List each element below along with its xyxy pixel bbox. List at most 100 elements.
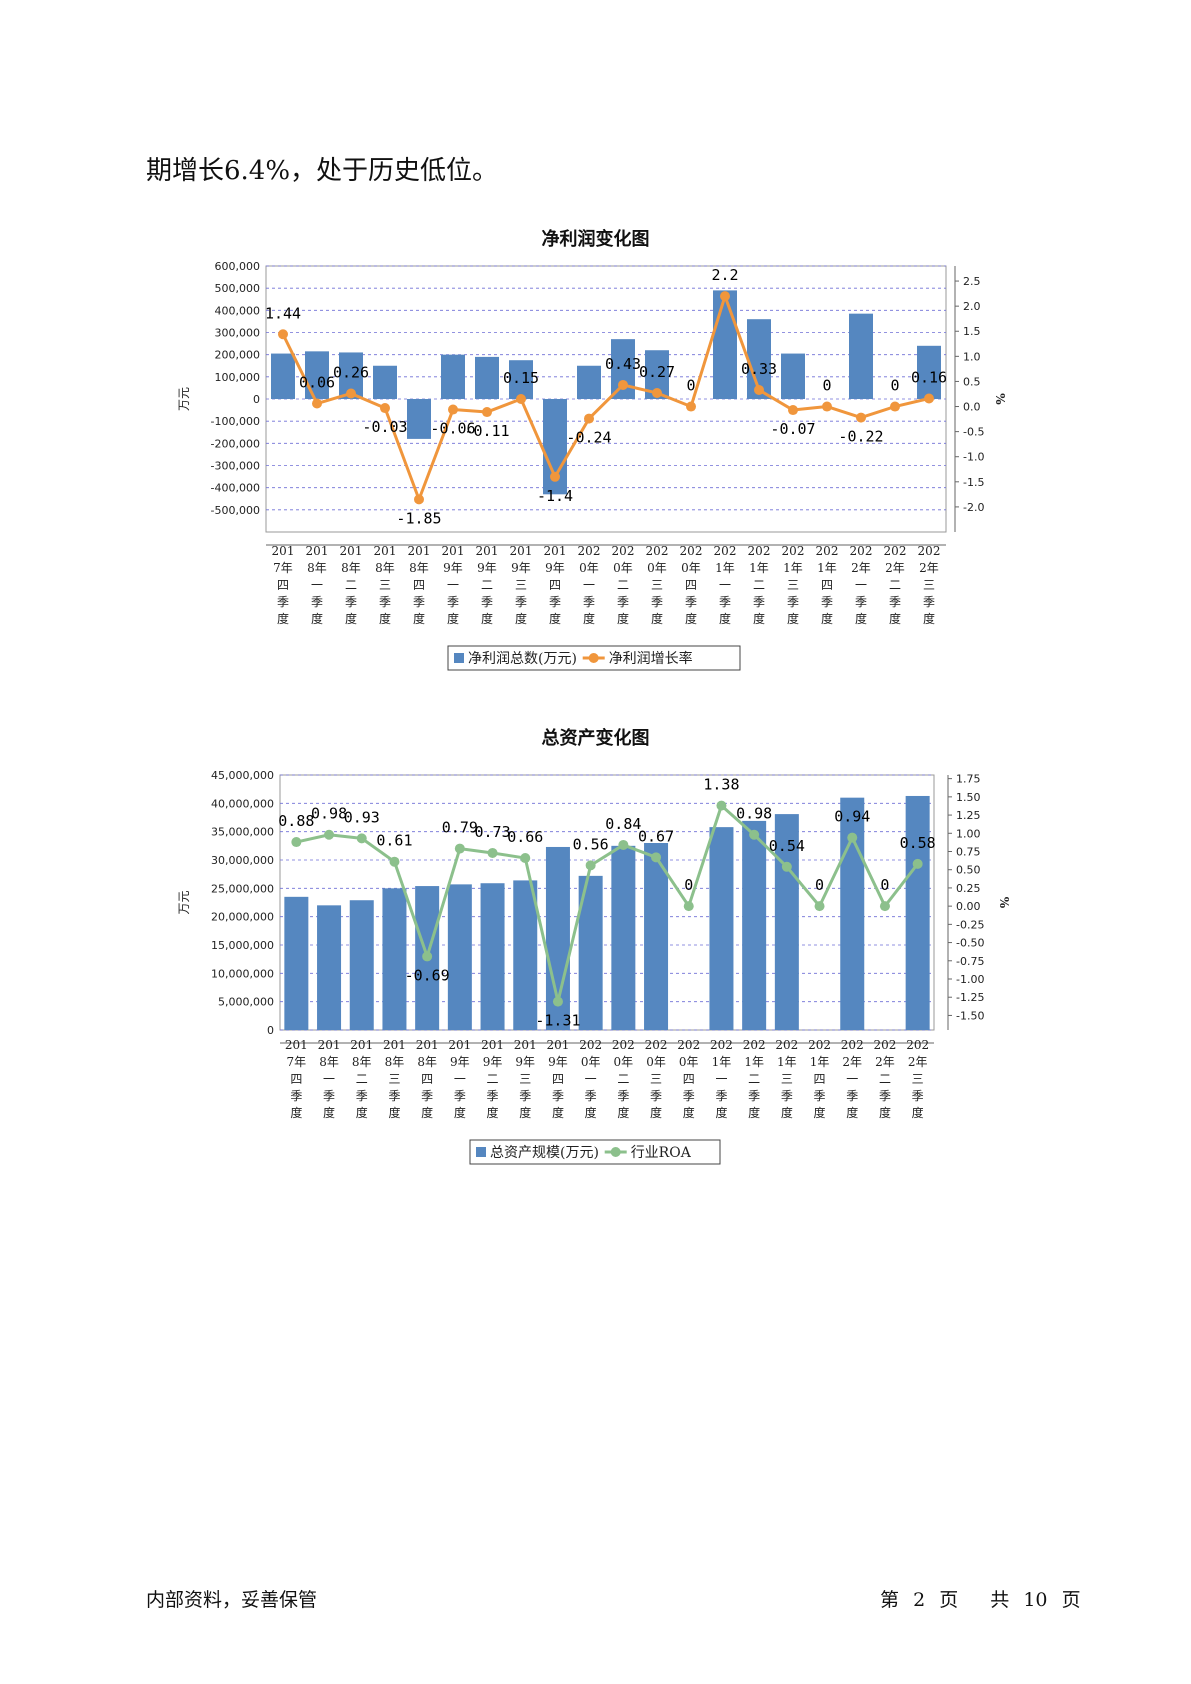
line-point bbox=[552, 996, 563, 1007]
category-label: 201 8年一季度 bbox=[318, 1038, 341, 1120]
data-label: 2.2 bbox=[711, 266, 738, 284]
bar bbox=[441, 354, 465, 399]
category-label: 202 1年二季度 bbox=[748, 544, 771, 626]
bar bbox=[407, 399, 431, 439]
line-point bbox=[749, 829, 760, 840]
right-tick-label: 1.50 bbox=[956, 791, 981, 804]
footer-total-num: 10 bbox=[1023, 1589, 1048, 1611]
category-label: 202 0年二季度 bbox=[612, 1038, 635, 1120]
right-tick-label: 1.25 bbox=[956, 809, 981, 822]
right-tick-label: 2.0 bbox=[963, 300, 981, 313]
chart-title-net-profit: 净利润变化图 bbox=[541, 229, 650, 250]
data-label: 0.93 bbox=[344, 808, 380, 826]
line-point bbox=[856, 412, 866, 423]
data-label: -0.69 bbox=[405, 966, 450, 984]
left-tick-label: -100,000 bbox=[211, 415, 260, 428]
data-label: 0.88 bbox=[278, 812, 314, 830]
right-tick-label: 0.0 bbox=[963, 401, 981, 414]
line-point bbox=[312, 398, 322, 409]
right-axis-unit: % bbox=[993, 393, 1007, 405]
left-tick-label: 200,000 bbox=[215, 349, 261, 362]
category-label: 202 2年二季度 bbox=[873, 1038, 896, 1120]
category-label: 202 2年三季度 bbox=[918, 544, 941, 626]
left-tick-label: 300,000 bbox=[215, 327, 261, 340]
line-point bbox=[584, 413, 594, 424]
left-tick-label: 0 bbox=[253, 393, 260, 406]
left-tick-label: 45,000,000 bbox=[211, 769, 274, 782]
data-label: 0 bbox=[890, 377, 899, 395]
data-label: -1.4 bbox=[537, 487, 573, 505]
footer-total-word: 页 bbox=[1061, 1589, 1081, 1611]
line-point bbox=[550, 471, 560, 482]
bar bbox=[849, 313, 873, 399]
footer-total-prefix: 共 bbox=[990, 1589, 1010, 1611]
right-tick-label: -0.5 bbox=[963, 426, 984, 439]
data-label: 0 bbox=[684, 876, 693, 894]
legend-label-line: 净利润增长率 bbox=[609, 650, 693, 667]
left-tick-label: 40,000,000 bbox=[211, 797, 274, 810]
bar bbox=[774, 814, 799, 1030]
line-point bbox=[683, 901, 694, 912]
line-point bbox=[487, 847, 498, 858]
line-point bbox=[482, 407, 492, 418]
category-label: 201 9年三季度 bbox=[514, 1038, 537, 1120]
data-label: 0 bbox=[822, 377, 831, 395]
line-point bbox=[890, 401, 900, 412]
category-label: 202 1年三季度 bbox=[775, 1038, 798, 1120]
legend-box bbox=[469, 1139, 721, 1165]
line-point bbox=[356, 833, 367, 844]
category-label: 202 0年三季度 bbox=[645, 1038, 668, 1120]
bar bbox=[305, 351, 329, 399]
right-tick-label: -0.50 bbox=[956, 937, 984, 950]
legend: 总资产规模(万元) 行业ROA bbox=[469, 1139, 721, 1165]
bar bbox=[611, 845, 636, 1030]
category-label: 202 1年四季度 bbox=[808, 1038, 831, 1120]
data-label: 0.33 bbox=[741, 360, 777, 378]
bar bbox=[373, 365, 397, 399]
data-label: 0.27 bbox=[639, 363, 675, 381]
line-point bbox=[822, 401, 832, 412]
right-tick-label: -0.75 bbox=[956, 955, 984, 968]
category-label: 202 1年三季度 bbox=[782, 544, 805, 626]
bar bbox=[284, 896, 309, 1030]
data-label: -0.03 bbox=[362, 418, 407, 436]
left-tick-label: 15,000,000 bbox=[211, 939, 274, 952]
line-point bbox=[912, 858, 923, 869]
data-label: 0.15 bbox=[503, 369, 539, 387]
category-label: 202 1年一季度 bbox=[710, 1038, 733, 1120]
right-tick-label: -2.0 bbox=[963, 501, 984, 514]
category-label: 201 9年四季度 bbox=[544, 544, 567, 626]
footer-page-prefix: 第 bbox=[880, 1589, 900, 1611]
bar bbox=[917, 345, 941, 399]
data-label: 0.26 bbox=[333, 363, 369, 381]
left-axis-unit: 万元 bbox=[177, 890, 191, 914]
right-tick-label: -1.50 bbox=[956, 1009, 984, 1022]
line-point bbox=[720, 291, 730, 302]
left-tick-label: -500,000 bbox=[211, 504, 260, 517]
left-tick-label: -200,000 bbox=[211, 437, 260, 450]
category-label: 202 2年一季度 bbox=[841, 1038, 864, 1120]
line-series bbox=[296, 804, 919, 1004]
data-label: 0.98 bbox=[311, 805, 347, 823]
bar bbox=[905, 795, 930, 1030]
bar bbox=[709, 827, 734, 1030]
line-point bbox=[618, 379, 628, 390]
bar bbox=[480, 883, 505, 1030]
left-tick-label: 25,000,000 bbox=[211, 882, 274, 895]
line-point bbox=[618, 839, 629, 850]
category-label: 202 1年二季度 bbox=[743, 1038, 766, 1120]
right-tick-label: 2.5 bbox=[963, 275, 981, 288]
category-label: 201 8年三季度 bbox=[374, 544, 397, 626]
category-label: 202 2年一季度 bbox=[850, 544, 873, 626]
data-label: 0.66 bbox=[507, 828, 543, 846]
data-label: -0.07 bbox=[770, 420, 815, 438]
footer-page-number: 第 2 页 共 10 页 bbox=[880, 1585, 1081, 1612]
bar bbox=[742, 820, 767, 1030]
category-label: 202 1年四季度 bbox=[816, 544, 839, 626]
intro-text: 期增长6.4%，处于历史低位。 bbox=[146, 156, 499, 186]
line-point bbox=[879, 901, 890, 912]
category-label: 201 8年二季度 bbox=[350, 1038, 373, 1120]
line-point bbox=[414, 494, 424, 505]
footer-page-num: 2 bbox=[913, 1589, 926, 1611]
data-label: 0.84 bbox=[605, 815, 641, 833]
